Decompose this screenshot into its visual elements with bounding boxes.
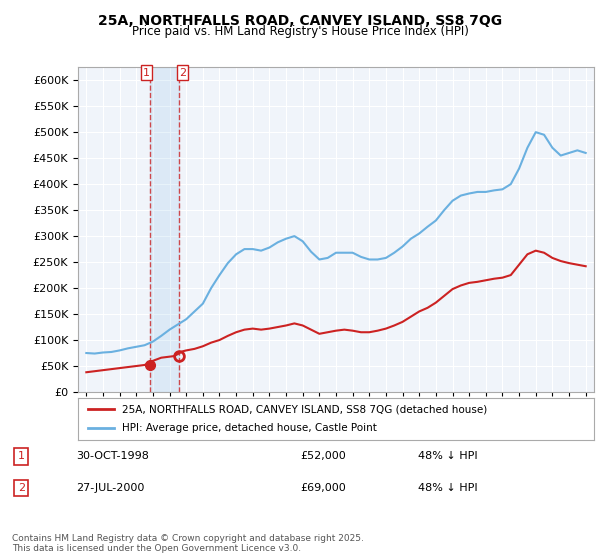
Text: 2: 2 bbox=[18, 483, 25, 493]
Text: 2: 2 bbox=[179, 68, 186, 78]
Text: 48% ↓ HPI: 48% ↓ HPI bbox=[418, 483, 477, 493]
Text: 1: 1 bbox=[18, 451, 25, 461]
Text: 30-OCT-1998: 30-OCT-1998 bbox=[77, 451, 149, 461]
Text: £69,000: £69,000 bbox=[300, 483, 346, 493]
Bar bbox=[150, 67, 179, 392]
Text: HPI: Average price, detached house, Castle Point: HPI: Average price, detached house, Cast… bbox=[122, 423, 377, 433]
Text: £52,000: £52,000 bbox=[300, 451, 346, 461]
Text: 27-JUL-2000: 27-JUL-2000 bbox=[77, 483, 145, 493]
Text: 1: 1 bbox=[143, 68, 150, 78]
Text: Price paid vs. HM Land Registry's House Price Index (HPI): Price paid vs. HM Land Registry's House … bbox=[131, 25, 469, 38]
Text: 25A, NORTHFALLS ROAD, CANVEY ISLAND, SS8 7QG (detached house): 25A, NORTHFALLS ROAD, CANVEY ISLAND, SS8… bbox=[122, 404, 487, 414]
Text: 48% ↓ HPI: 48% ↓ HPI bbox=[418, 451, 477, 461]
Text: Contains HM Land Registry data © Crown copyright and database right 2025.
This d: Contains HM Land Registry data © Crown c… bbox=[12, 534, 364, 553]
Text: 25A, NORTHFALLS ROAD, CANVEY ISLAND, SS8 7QG: 25A, NORTHFALLS ROAD, CANVEY ISLAND, SS8… bbox=[98, 14, 502, 28]
